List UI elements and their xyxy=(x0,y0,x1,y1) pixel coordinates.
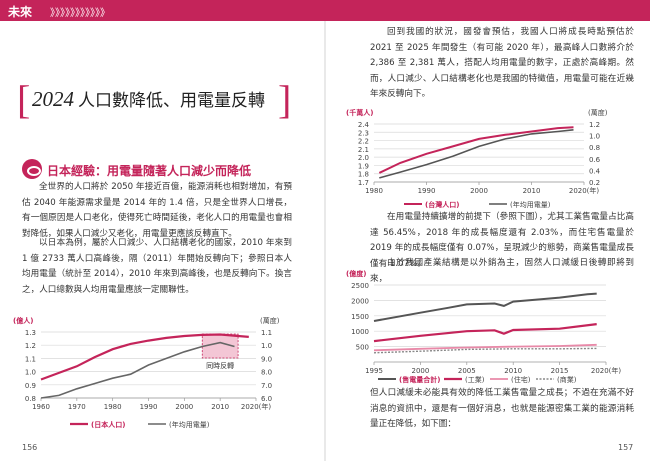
series-line-1 xyxy=(40,341,235,399)
chapter-title: 2024 人口數降低、用電量反轉 xyxy=(32,86,282,112)
book-spine xyxy=(324,21,326,461)
legend-label: (售電量合計) xyxy=(399,375,440,384)
chapter-title-text: 人口數降低、用電量反轉 xyxy=(78,91,265,111)
y-tick-label: 1.1 xyxy=(25,355,36,363)
x-tick-label: 1995 xyxy=(365,367,383,375)
section-label: 未來 xyxy=(8,5,33,19)
paragraph-5: 由於我國產業結構是以外銷為主，固然人口減緩日後轉即將到來， xyxy=(370,258,634,284)
y-tick-label: 2.1 xyxy=(358,146,369,154)
y-tick-label: 0.8 xyxy=(25,395,36,403)
annotation-label: 同時反轉 xyxy=(206,361,234,370)
japan-population-electricity-chart: 0.8 0.9 1.0 1.1 1.2 1.3 6.0 7.0 8.0 9.0 1.0 1.1 (億人)… xyxy=(13,316,280,429)
y-right-tick-label: 0.8 xyxy=(589,144,600,152)
x-tick-label: 1990 xyxy=(418,187,436,195)
y-right-tick-label: 7.0 xyxy=(261,382,272,390)
y-axis-unit-left: (千萬人) xyxy=(346,108,373,117)
y-right-tick-label: 8.0 xyxy=(261,369,272,377)
x-tick-label: 2020(年) xyxy=(569,186,600,195)
y-axis-unit-right: (萬度) xyxy=(588,108,608,117)
legend-label: (台灣人口) xyxy=(425,200,459,209)
y-tick-label: 1500 xyxy=(351,313,369,321)
x-tick-label: 1980 xyxy=(104,403,122,411)
y-tick-label: 2500 xyxy=(351,282,369,290)
taiwan-electricity-sales-chart: 500 1000 1500 2000 2500 (億度) 1995 2000 2005 2010 2… xyxy=(346,269,622,384)
chapter-title-year: 2024 xyxy=(32,87,74,111)
paragraph-2: 以日本為例，屬於人口減少、人口結構老化的國家，2010 年來到 1 億 2733… xyxy=(22,238,292,295)
x-tick-label: 2010 xyxy=(211,403,229,411)
title-bracket-right: ] xyxy=(278,77,292,122)
y-tick-label: 2000 xyxy=(351,297,369,305)
y-right-tick-label: 1.1 xyxy=(261,329,272,337)
chevron-decoration: 》》》》》》》》》》》 xyxy=(50,8,110,19)
paragraph-3: 回到我國的狀況，國發會預估，我國人口將成長時點預估於 2021 至 2025 年… xyxy=(370,27,634,100)
y-axis-unit: (億度) xyxy=(346,269,366,278)
x-tick-label: 1970 xyxy=(68,403,86,411)
section-heading: 日本經驗：用電量隨著人口減少而降低 xyxy=(47,164,252,178)
y-tick-label: 2.3 xyxy=(358,129,369,137)
taiwan-population-chart: 1.71.81.92.02.12.22.32.4 0.2 0.4 0.6 0.8 1.0 1… xyxy=(346,108,608,209)
x-tick-label: 2000 xyxy=(175,403,193,411)
title-bracket-left: [ xyxy=(17,77,31,122)
series-line-0 xyxy=(373,292,597,322)
x-tick-label: 1980 xyxy=(365,187,383,195)
y-tick-label: 0.9 xyxy=(25,382,36,390)
y-axis-unit-right: (萬度) xyxy=(260,316,280,325)
paragraph-6: 但人口減緩未必能具有效的降低工業售電量之成長；不過在充滿不好消息的資訊中，還是有… xyxy=(370,388,634,430)
y-tick-label: 1.3 xyxy=(25,329,36,337)
top-banner: 未來 》》》》》》》》》》》 xyxy=(0,0,650,21)
legend-label: (住宅) xyxy=(511,375,531,384)
series-line-0 xyxy=(378,126,574,174)
x-tick-label: 1960 xyxy=(32,403,50,411)
y-tick-label: 2.2 xyxy=(358,138,369,146)
y-tick-label: 2.4 xyxy=(358,121,370,129)
y-tick-label: 1.0 xyxy=(25,369,36,377)
x-tick-label: 1990 xyxy=(140,403,158,411)
x-tick-label: 2005 xyxy=(458,367,476,375)
page-number-left: 156 xyxy=(22,443,38,452)
x-tick-label: 2000 xyxy=(470,187,488,195)
y-right-tick-label: 0.4 xyxy=(589,167,601,175)
y-tick-label: 2.0 xyxy=(358,154,369,162)
page-number-right: 157 xyxy=(618,443,634,452)
paragraph-1: 全世界的人口將於 2050 年接近百億，能源消耗也相對增加，有預估 2040 年… xyxy=(22,182,292,239)
x-tick-label: 2010 xyxy=(504,367,522,375)
y-tick-label: 1.9 xyxy=(358,162,369,170)
x-tick-label: 2020(年) xyxy=(591,366,622,375)
y-tick-label: 1.7 xyxy=(358,179,369,187)
y-right-tick-label: 1.2 xyxy=(589,121,600,129)
series-line-2 xyxy=(373,343,597,352)
legend-label: (年均用電量) xyxy=(510,200,551,209)
y-tick-label: 1000 xyxy=(351,328,369,336)
y-right-tick-label: 9.0 xyxy=(261,355,272,363)
y-axis-unit-left: (億人) xyxy=(13,316,33,325)
x-tick-label: 2010 xyxy=(523,187,541,195)
y-right-tick-label: 6.0 xyxy=(261,395,272,403)
y-right-tick-label: 0.6 xyxy=(589,156,601,164)
y-right-tick-label: 0.2 xyxy=(589,179,600,187)
series-line-1 xyxy=(373,323,597,343)
y-tick-label: 1.2 xyxy=(25,342,36,350)
paragraph-4: 在用電量持續擴增的前提下（參照下圖），尤其工業售電量占比高達 56.45%，20… xyxy=(370,212,634,269)
x-tick-label: 2000 xyxy=(411,367,429,375)
y-right-tick-label: 1.0 xyxy=(589,133,600,141)
legend-label: (年均用電量) xyxy=(169,420,210,429)
y-tick-label: 1.8 xyxy=(358,171,369,179)
eye-icon xyxy=(22,159,42,179)
legend-label: (工業) xyxy=(465,375,485,384)
series-line-3 xyxy=(373,347,597,354)
y-tick-label: 500 xyxy=(356,344,369,352)
legend-label: (商業) xyxy=(557,375,577,384)
series-line-1 xyxy=(379,129,574,179)
x-tick-label: 2020(年) xyxy=(241,402,272,411)
series-line-0 xyxy=(40,333,249,381)
x-tick-label: 2015 xyxy=(551,367,569,375)
y-right-tick-label: 1.0 xyxy=(261,342,272,350)
legend-label: (日本人口) xyxy=(91,420,125,429)
